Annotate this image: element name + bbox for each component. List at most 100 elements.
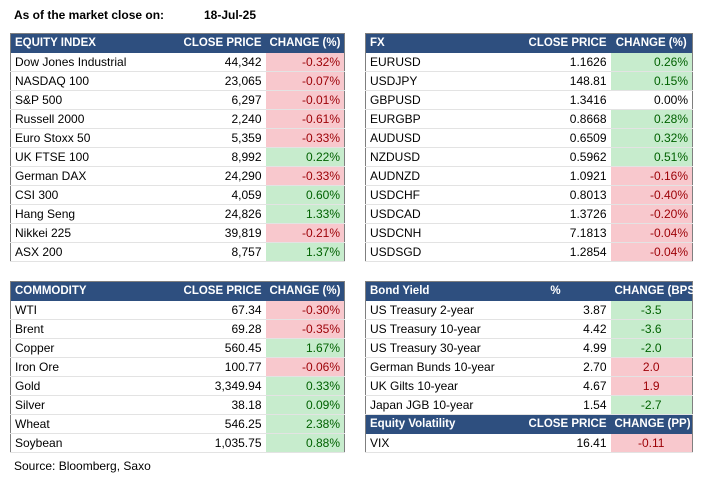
commodity-row: Gold 3,349.94 0.33% xyxy=(10,376,345,396)
equity-cell-change: -0.33% xyxy=(265,166,345,186)
commodity-row: Iron Ore 100.77 -0.06% xyxy=(10,357,345,377)
equity-cell-price: 6,297 xyxy=(178,90,266,110)
equity-cell-change: 1.37% xyxy=(265,242,345,262)
bonds-cell-name: German Bunds 10-year xyxy=(365,357,501,377)
commodity-cell-change: 0.33% xyxy=(265,376,345,396)
bonds-cell-name: US Treasury 10-year xyxy=(365,319,501,339)
equity-cell-name: NASDAQ 100 xyxy=(10,71,179,91)
fx-row: USDCHF 0.8013 -0.40% xyxy=(365,185,693,205)
bonds-cell-price: 2.70 xyxy=(500,357,611,377)
equity-cell-price: 24,290 xyxy=(178,166,266,186)
bonds-cell-change: 1.9 xyxy=(610,376,693,396)
equity-cell-price: 8,757 xyxy=(178,242,266,262)
bonds-col-name: Bond Yield xyxy=(365,281,501,301)
equity-row: Hang Seng 24,826 1.33% xyxy=(10,204,345,224)
equity-cell-change: -0.61% xyxy=(265,109,345,129)
equity-row: Euro Stoxx 50 5,359 -0.33% xyxy=(10,128,345,148)
fx-cell-change: 0.32% xyxy=(610,128,693,148)
equity-cell-price: 44,342 xyxy=(178,52,266,72)
fx-cell-name: EURGBP xyxy=(365,109,481,129)
fx-cell-price: 1.3416 xyxy=(480,90,611,110)
fx-cell-change: -0.40% xyxy=(610,185,693,205)
header-title: As of the market close on: xyxy=(14,8,165,22)
equity-cell-change: 1.33% xyxy=(265,204,345,224)
equity-cell-price: 5,359 xyxy=(178,128,266,148)
header-date: 18-Jul-25 xyxy=(204,8,257,22)
equity-cell-name: UK FTSE 100 xyxy=(10,147,179,167)
bonds-col-yield: % xyxy=(500,281,611,301)
volatility-col-price: CLOSE PRICE xyxy=(500,414,611,434)
commodity-cell-change: -0.35% xyxy=(265,319,345,339)
commodity-cell-price: 67.34 xyxy=(178,300,266,320)
fx-cell-name: NZDUSD xyxy=(365,147,481,167)
bonds-cell-change: -2.0 xyxy=(610,338,693,358)
fx-cell-name: USDCNH xyxy=(365,223,481,243)
commodity-cell-name: Copper xyxy=(10,338,179,358)
bonds-cell-price: 4.99 xyxy=(500,338,611,358)
equity-row: CSI 300 4,059 0.60% xyxy=(10,185,345,205)
fx-cell-price: 0.8013 xyxy=(480,185,611,205)
fx-cell-change: -0.04% xyxy=(610,242,693,262)
commodity-row: Wheat 546.25 2.38% xyxy=(10,414,345,434)
fx-col-name: FX xyxy=(365,33,481,53)
bonds-col-change: CHANGE (BPS) xyxy=(610,281,699,301)
fx-cell-change: -0.20% xyxy=(610,204,693,224)
bonds-row: US Treasury 30-year 4.99 -2.0 xyxy=(365,338,693,358)
commodity-row: Soybean 1,035.75 0.88% xyxy=(10,433,345,453)
equity-cell-price: 39,819 xyxy=(178,223,266,243)
commodity-cell-change: -0.30% xyxy=(265,300,345,320)
bonds-header-row: Bond Yield % CHANGE (BPS) xyxy=(365,281,699,301)
commodity-row: Brent 69.28 -0.35% xyxy=(10,319,345,339)
fx-row: AUDNZD 1.0921 -0.16% xyxy=(365,166,693,186)
bonds-row: UK Gilts 10-year 4.67 1.9 xyxy=(365,376,693,396)
commodity-cell-name: Silver xyxy=(10,395,179,415)
commodity-row: WTI 67.34 -0.30% xyxy=(10,300,345,320)
fx-cell-change: 0.15% xyxy=(610,71,693,91)
fx-cell-change: 0.51% xyxy=(610,147,693,167)
bonds-cell-name: US Treasury 2-year xyxy=(365,300,501,320)
equity-cell-price: 23,065 xyxy=(178,71,266,91)
commodity-cell-name: Brent xyxy=(10,319,179,339)
bonds-cell-change: -3.5 xyxy=(610,300,693,320)
equity-cell-name: Russell 2000 xyxy=(10,109,179,129)
equity-row: German DAX 24,290 -0.33% xyxy=(10,166,345,186)
equity-cell-change: -0.33% xyxy=(265,128,345,148)
fx-cell-change: 0.00% xyxy=(610,90,693,110)
bonds-cell-change: 2.0 xyxy=(610,357,693,377)
commodity-cell-name: WTI xyxy=(10,300,179,320)
equity-cell-price: 2,240 xyxy=(178,109,266,129)
equity-col-change: CHANGE (%) xyxy=(265,33,345,53)
bonds-cell-name: Japan JGB 10-year xyxy=(365,395,501,415)
commodity-header-row: COMMODITY CLOSE PRICE CHANGE (%) xyxy=(10,281,345,301)
bonds-row: Japan JGB 10-year 1.54 -2.7 xyxy=(365,395,693,415)
fx-row: USDJPY 148.81 0.15% xyxy=(365,71,693,91)
commodity-cell-price: 38.18 xyxy=(178,395,266,415)
equity-col-price: CLOSE PRICE xyxy=(178,33,266,53)
equity-col-name: EQUITY INDEX xyxy=(10,33,179,53)
equity-cell-name: Dow Jones Industrial xyxy=(10,52,179,72)
bonds-cell-change: -2.7 xyxy=(610,395,693,415)
equity-row: Russell 2000 2,240 -0.61% xyxy=(10,109,345,129)
commodity-cell-change: 0.09% xyxy=(265,395,345,415)
source-note: Source: Bloomberg, Saxo xyxy=(14,459,151,473)
fx-cell-name: USDCAD xyxy=(365,204,481,224)
volatility-col-change: CHANGE (PP) xyxy=(610,414,693,434)
fx-row: USDCNH 7.1813 -0.04% xyxy=(365,223,693,243)
equity-cell-change: 0.22% xyxy=(265,147,345,167)
equity-cell-change: 0.60% xyxy=(265,185,345,205)
equity-row: Dow Jones Industrial 44,342 -0.32% xyxy=(10,52,345,72)
fx-cell-price: 1.1626 xyxy=(480,52,611,72)
commodity-cell-change: 2.38% xyxy=(265,414,345,434)
bonds-row: US Treasury 10-year 4.42 -3.6 xyxy=(365,319,693,339)
fx-cell-change: -0.16% xyxy=(610,166,693,186)
fx-header-row: FX CLOSE PRICE CHANGE (%) xyxy=(365,33,693,53)
commodity-cell-price: 100.77 xyxy=(178,357,266,377)
equity-row: Nikkei 225 39,819 -0.21% xyxy=(10,223,345,243)
volatility-cell-change: -0.11 xyxy=(610,433,693,453)
commodity-col-name: COMMODITY xyxy=(10,281,179,301)
equity-cell-change: -0.32% xyxy=(265,52,345,72)
equity-cell-price: 8,992 xyxy=(178,147,266,167)
fx-row: USDSGD 1.2854 -0.04% xyxy=(365,242,693,262)
bonds-cell-price: 1.54 xyxy=(500,395,611,415)
report-header: As of the market close on: 18-Jul-25 xyxy=(14,8,256,22)
